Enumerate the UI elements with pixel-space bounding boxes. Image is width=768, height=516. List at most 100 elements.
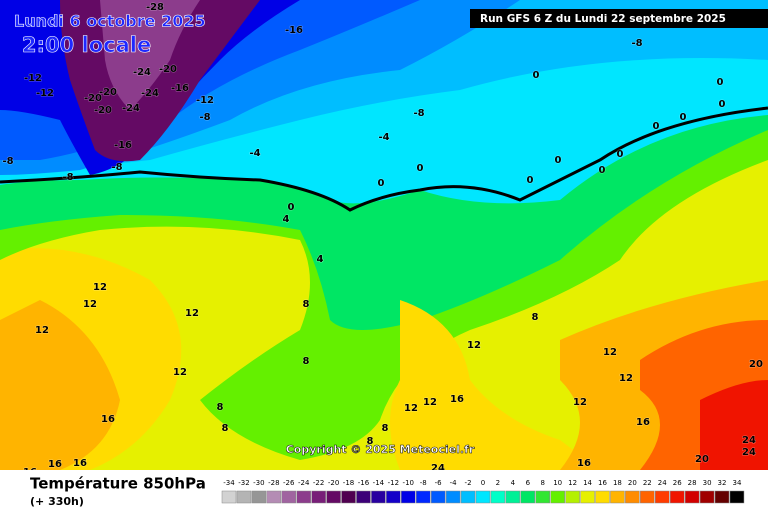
colorbar-swatch xyxy=(490,490,506,504)
colorbar-swatch xyxy=(595,490,610,504)
contour-label: -24 xyxy=(133,67,151,78)
contour-label: 24 xyxy=(742,435,756,446)
colorbar-tick-label: 10 xyxy=(553,479,562,487)
colorbar-tick-label: -34 xyxy=(223,479,235,487)
colorbar-tick-label: -30 xyxy=(253,479,264,487)
contour-label: 12 xyxy=(467,340,481,351)
contour-label: -12 xyxy=(24,73,42,84)
contour-label: -8 xyxy=(413,108,424,119)
colorbar-swatch xyxy=(535,490,550,504)
contour-label: 8 xyxy=(532,312,539,323)
contour-labels: -28-16-8-12-20-24 -20-16-12 -20-20 -24-24-1… xyxy=(2,2,764,479)
contour-label: -16 xyxy=(171,83,189,94)
map-date: Lundi 6 octobre 2025 xyxy=(14,12,206,31)
map-time: 2:00 locale xyxy=(22,33,151,57)
colorbar-swatch xyxy=(236,490,252,504)
contour-label: -24 xyxy=(122,103,140,114)
colorbar-swatch xyxy=(714,490,730,504)
colorbar-tick-label: 18 xyxy=(613,479,622,487)
contour-label: -16 xyxy=(114,140,132,151)
contour-label: -8 xyxy=(199,112,210,123)
contour-label: 20 xyxy=(749,359,763,370)
contour-label: -16 xyxy=(285,25,303,36)
colorbar-swatch xyxy=(580,490,595,504)
contour-label: -12 xyxy=(196,95,214,106)
contour-label: 16 xyxy=(101,414,115,425)
contour-label: 12 xyxy=(185,308,199,319)
colorbar-swatch xyxy=(655,490,670,504)
contour-label: 24 xyxy=(742,447,756,458)
contour-label: -20 xyxy=(159,64,177,75)
colorbar-swatch xyxy=(684,490,700,504)
contour-label: -12 xyxy=(36,88,54,99)
contour-label: 12 xyxy=(35,325,49,336)
colorbar-swatch xyxy=(326,490,341,504)
colorbar-tick-label: 30 xyxy=(703,479,712,487)
contour-label: -4 xyxy=(378,132,389,143)
colorbar-tick-label: -32 xyxy=(238,479,249,487)
contour-label: 8 xyxy=(303,299,310,310)
contour-label: -8 xyxy=(111,162,122,173)
colorbar-tick-label: -26 xyxy=(283,479,295,487)
contour-label: 16 xyxy=(73,458,87,469)
contour-label: 16 xyxy=(577,458,591,469)
colorbar-tick-label: -2 xyxy=(465,479,472,487)
contour-label: 8 xyxy=(222,423,229,434)
contour-label: -8 xyxy=(631,38,642,49)
colorbar-swatch xyxy=(386,490,401,504)
contour-label: 4 xyxy=(283,214,290,225)
colorbar-swatch xyxy=(221,490,237,504)
colorbar: -34 -32 -30 -28 -26 -24 -22 -20 -18 -16 -14 -12 -10-… xyxy=(221,479,745,504)
colorbar-swatch xyxy=(520,490,536,504)
contour-label: 8 xyxy=(382,423,389,434)
contour-label: 20 xyxy=(695,454,709,465)
contour-label: 12 xyxy=(404,403,418,414)
contour-label: 12 xyxy=(619,373,633,384)
run-info: Run GFS 6 Z du Lundi 22 septembre 2025 xyxy=(480,13,726,25)
contour-label: -8 xyxy=(2,156,13,167)
colorbar-tick-label: 6 xyxy=(526,479,531,487)
colorbar-tick-label: 24 xyxy=(658,479,667,487)
contour-label: 0 xyxy=(533,70,540,81)
colorbar-swatch xyxy=(565,490,580,504)
colorbar-tick-label: 0 xyxy=(481,479,485,487)
colorbar-swatch xyxy=(251,490,267,504)
contour-label: 4 xyxy=(317,254,324,265)
contour-label: -20 xyxy=(94,105,112,116)
colorbar-tick-label: 12 xyxy=(568,479,577,487)
contour-label: 0 xyxy=(717,77,724,88)
colorbar-swatch xyxy=(699,490,715,504)
colorbar-swatch xyxy=(415,490,431,504)
colorbar-tick-label: -14 xyxy=(373,479,385,487)
contour-label: 0 xyxy=(417,163,424,174)
colorbar-tick-label: -16 xyxy=(358,479,370,487)
colorbar-swatch xyxy=(371,490,386,504)
colorbar-tick-label: 2 xyxy=(496,479,500,487)
contour-label: 0 xyxy=(527,175,534,186)
colorbar-swatch xyxy=(311,490,326,504)
contour-label: -8 xyxy=(62,172,73,183)
colorbar-swatch xyxy=(266,490,282,504)
colorbar-tick-label: 32 xyxy=(718,479,727,487)
colorbar-swatch xyxy=(341,490,356,504)
colorbar-swatch xyxy=(610,490,625,504)
contour-label: 12 xyxy=(83,299,97,310)
contour-label: 16 xyxy=(636,417,650,428)
contour-label: 0 xyxy=(680,112,687,123)
colorbar-swatch xyxy=(625,490,640,504)
colorbar-swatch xyxy=(505,490,521,504)
contour-label: -24 xyxy=(141,88,159,99)
colorbar-tick-label: -24 xyxy=(298,479,310,487)
temperature-field xyxy=(0,0,768,470)
contour-label: 0 xyxy=(378,178,385,189)
colorbar-swatch xyxy=(669,490,685,504)
contour-label: 0 xyxy=(719,99,726,110)
colorbar-swatch xyxy=(356,490,371,504)
contour-label: 8 xyxy=(303,356,310,367)
contour-label: 0 xyxy=(555,155,562,166)
copyright: Copyright © 2025 Meteociel.fr xyxy=(286,443,475,456)
colorbar-tick-label: -4 xyxy=(450,479,458,487)
lead-time: (+ 330h) xyxy=(30,495,84,508)
colorbar-tick-label: -12 xyxy=(388,479,399,487)
